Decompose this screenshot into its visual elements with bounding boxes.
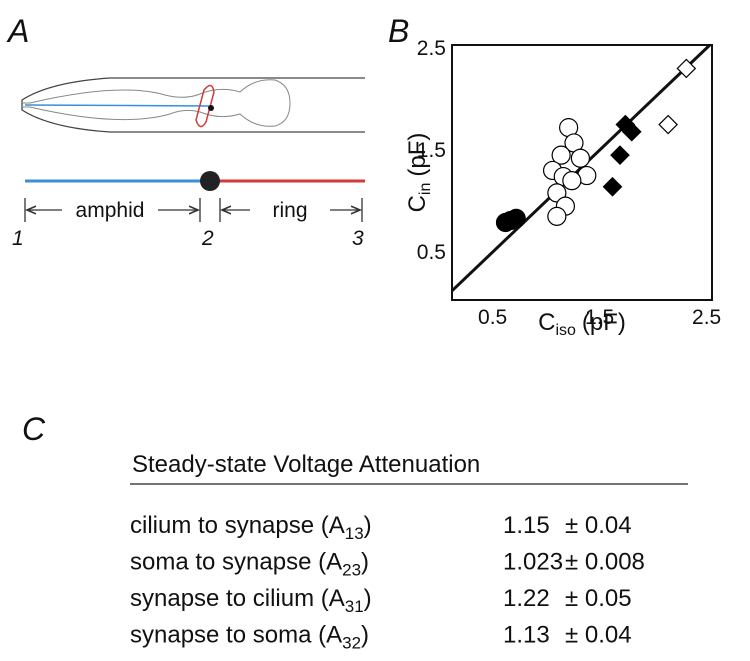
point <box>658 114 678 135</box>
table-title: Steady-state Voltage Attenuation <box>132 451 480 478</box>
axis-unit: (pF) <box>404 133 431 177</box>
x-tick-label: 0.5 <box>478 306 507 329</box>
row-value: 1.023 <box>503 549 563 576</box>
row-value: 1.22 <box>503 585 550 612</box>
axis-subscript: in <box>417 183 434 195</box>
point <box>501 210 521 231</box>
point <box>570 148 590 168</box>
row-value: 1.15 <box>503 512 550 539</box>
row-subscript: 31 <box>345 597 364 616</box>
point-label: 1 <box>12 227 24 250</box>
row-error: ± 0.04 <box>565 512 632 539</box>
ylabel: Cin (pF) <box>404 133 434 213</box>
panel-label: A <box>6 13 29 49</box>
segment-label: amphid <box>76 199 145 222</box>
row-subscript: 23 <box>342 561 361 580</box>
worm-head <box>21 77 365 133</box>
row-label: synapse to cilium (A31) <box>130 585 372 616</box>
table: cilium to synapse (A13) 1.15 ± 0.04 soma to… <box>130 512 645 653</box>
y-tick-label: 1.5 <box>417 139 446 162</box>
panel-label: B <box>388 13 409 49</box>
panel-label: C <box>22 411 46 447</box>
axis-symbol: C <box>404 195 431 212</box>
row-close: ) <box>361 622 369 649</box>
row-label: soma to synapse (A23) <box>130 549 369 580</box>
row-subscript: 32 <box>342 634 361 653</box>
point <box>547 206 567 226</box>
axis-subscript: iso <box>555 322 576 339</box>
x-tick-label: 2.5 <box>692 306 721 329</box>
identity-line <box>450 43 711 292</box>
segment-label: ring <box>272 199 307 222</box>
neuron-schematic: amphid ring 1 2 3 <box>12 171 365 250</box>
row-label: cilium to synapse (A13) <box>130 512 372 543</box>
axis-unit: (pF) <box>582 309 626 336</box>
point <box>676 58 697 79</box>
row-label: synapse to soma (A32) <box>130 622 369 653</box>
point <box>610 145 630 166</box>
point-label: 3 <box>352 227 364 250</box>
row-close: ) <box>364 585 372 612</box>
row-close: ) <box>361 549 369 576</box>
scatter-plot: 0.5 1.5 2.5 0.5 1.5 2.5 Ciso (pF) Cin (pF) <box>404 37 721 339</box>
row-text: synapse to soma (A <box>130 622 342 649</box>
row-text: synapse to cilium (A <box>130 585 345 612</box>
row-error: ± 0.04 <box>565 622 632 649</box>
point <box>562 171 582 191</box>
y-tick-label: 2.5 <box>417 37 446 60</box>
row-text: soma to synapse (A <box>130 549 342 576</box>
point <box>602 176 623 197</box>
y-tick-label: 0.5 <box>417 241 446 264</box>
axis-symbol: C <box>538 309 555 336</box>
x-tick-label: 1.5 <box>585 306 614 329</box>
xlabel: Ciso (pF) <box>538 309 626 339</box>
point <box>621 121 642 142</box>
row-text: cilium to synapse (A <box>130 512 345 539</box>
row-close: ) <box>364 512 372 539</box>
point-label: 2 <box>201 227 214 250</box>
row-value: 1.13 <box>503 622 550 649</box>
row-error: ± 0.008 <box>565 549 645 576</box>
row-error: ± 0.05 <box>565 585 632 612</box>
plot-frame <box>451 44 713 301</box>
point <box>551 145 571 165</box>
row-subscript: 13 <box>345 524 364 543</box>
